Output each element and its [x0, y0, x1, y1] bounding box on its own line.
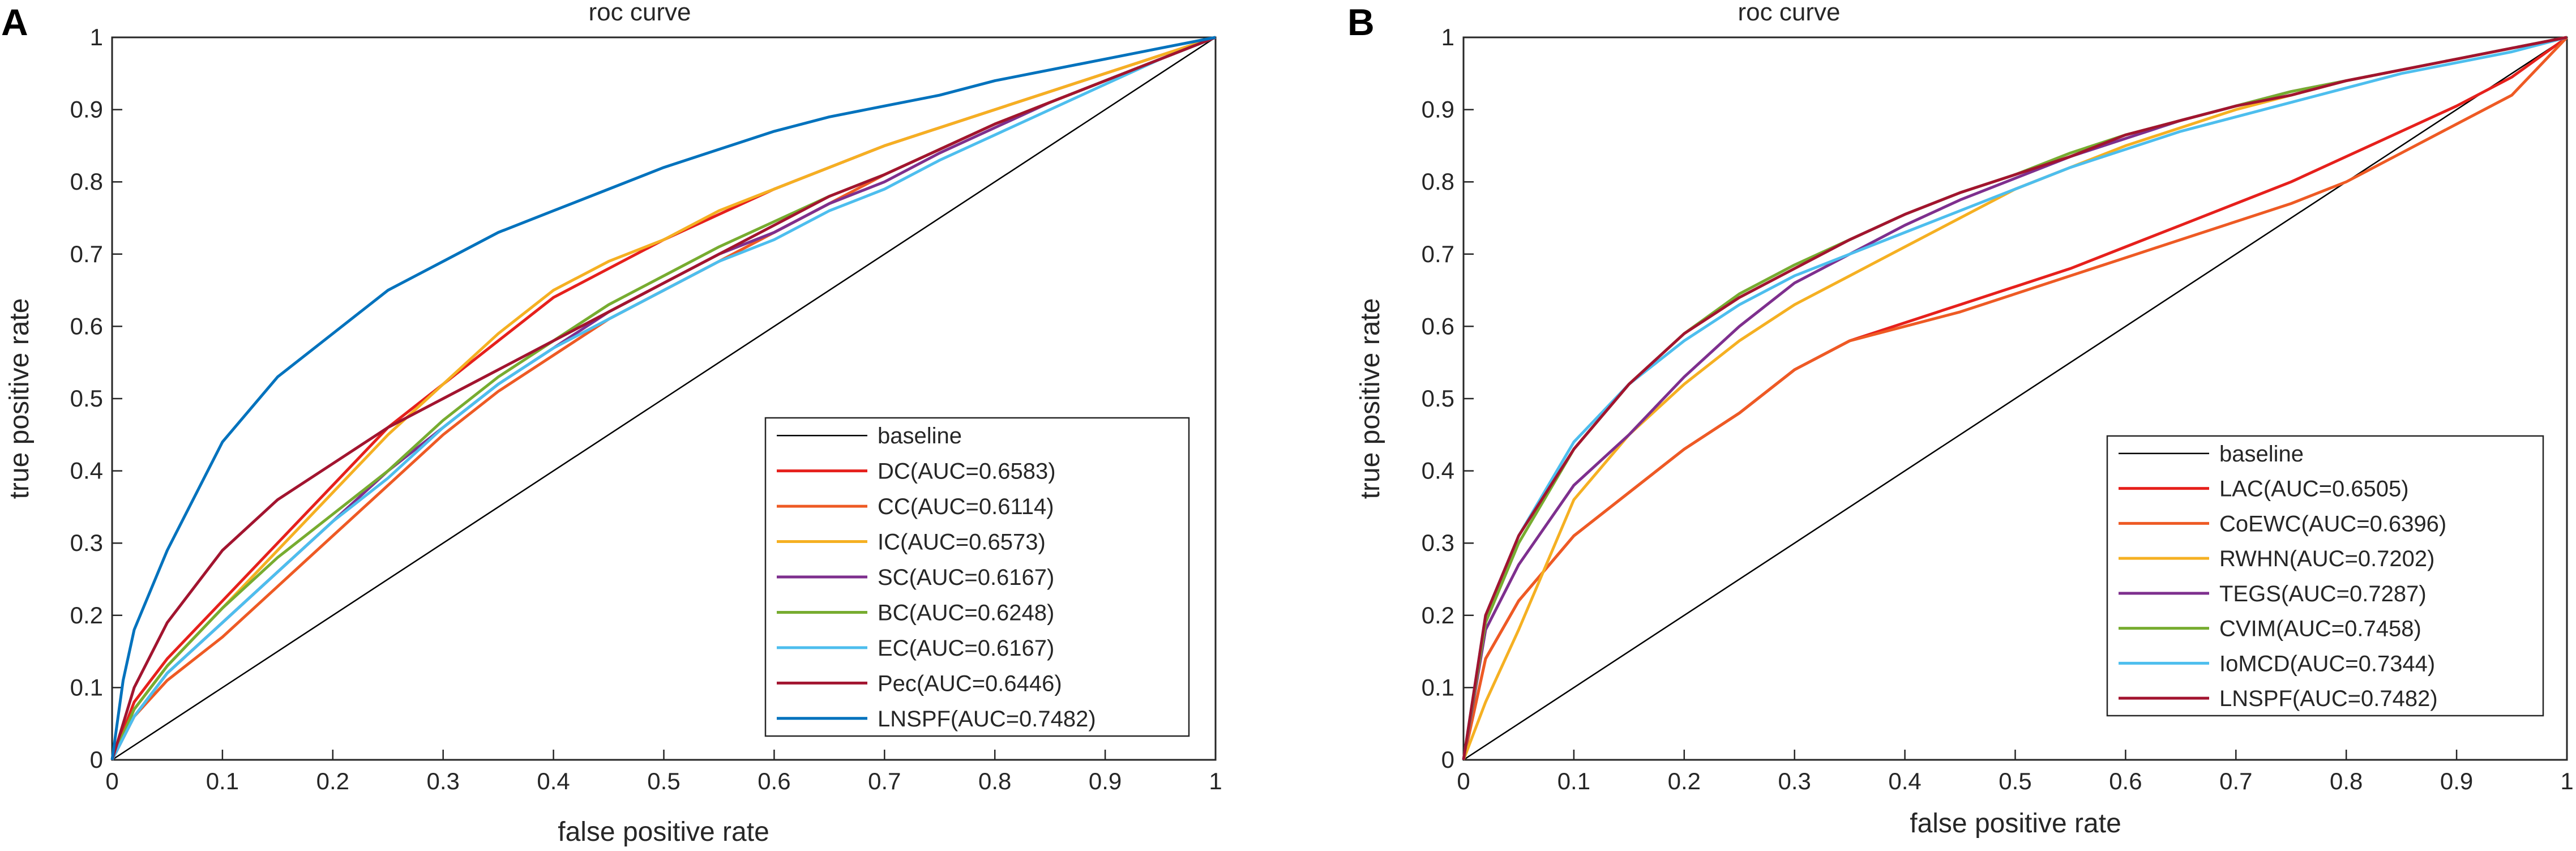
y-tick-label-a: 1 [90, 24, 103, 50]
y-tick-label-b: 0.9 [1422, 96, 1454, 123]
x-tick-label-b: 0.3 [1778, 768, 1811, 794]
y-tick-label-a: 0.7 [70, 241, 103, 267]
x-tick-label-b: 0.6 [2109, 768, 2142, 794]
y-tick-label-b: 0.5 [1422, 385, 1454, 412]
x-tick-label-a: 0.1 [206, 768, 239, 794]
panel-a: A roc curve 0 0.1 0.2 0.3 0.4 0.5 0.6 0.7 0.8 0.9… [1, 0, 1222, 847]
series-line-baseline-a [112, 36, 1216, 761]
chart-title-a: roc curve [589, 0, 691, 26]
y-tick-label-a: 0.2 [70, 602, 103, 628]
x-tick-label-a: 0.5 [647, 768, 680, 794]
y-tick-label-b: 0.3 [1422, 529, 1454, 556]
panel-letter-b: B [1347, 1, 1375, 43]
x-tick-label-a: 1 [1209, 768, 1222, 794]
y-tick-label-a: 0.9 [70, 96, 103, 123]
x-tick-label-a: 0.9 [1089, 768, 1122, 794]
panel-b: B roc curve 0 0.1 0.2 0.3 0.4 0.5 0.6 0.7 0.8 0.9… [1347, 0, 2574, 839]
y-tick-label-b: 0.8 [1422, 168, 1454, 195]
legend-label-baseline-b: baseline [2219, 442, 2304, 467]
y-tick-label-b: 0.2 [1422, 602, 1454, 628]
x-tick-label-b: 0.9 [2440, 768, 2473, 794]
series-line-ec-a [110, 36, 1216, 761]
x-tick-label-b: 1 [2560, 768, 2573, 794]
x-tick-label-b: 0.8 [2330, 768, 2363, 794]
legend-label-tegs-b: TEGS(AUC=0.7287) [2219, 581, 2427, 606]
legend-label-ec-a: EC(AUC=0.6167) [878, 636, 1054, 661]
x-tick-label-b: 0.4 [1888, 768, 1921, 794]
x-tick-label-a: 0.3 [427, 768, 460, 794]
legend-label-rwhn-b: RWHN(AUC=0.7202) [2219, 546, 2435, 571]
legend-label-baseline-a: baseline [878, 424, 962, 448]
series-lines-a [110, 36, 1216, 761]
x-tick-label-a: 0.6 [758, 768, 790, 794]
y-tick-label-b: 0.7 [1422, 241, 1454, 267]
series-line-lnspf-a [110, 36, 1216, 760]
y-tick-label-a: 0.6 [70, 313, 103, 339]
series-line-pec-a [110, 36, 1216, 760]
series-line-coewc-b [1462, 36, 2568, 760]
legend-label-coewc-b: CoEWC(AUC=0.6396) [2219, 511, 2446, 536]
legend-label-dc-a: DC(AUC=0.6583) [878, 459, 1056, 484]
series-line-iomcd-b [1462, 36, 2568, 760]
y-tick-label-b: 0 [1441, 746, 1454, 773]
legend-box-b [2106, 435, 2544, 717]
y-axis-label-b: true positive rate [1355, 298, 1385, 499]
legend-a: baseline DC(AUC=0.6583) CC(AUC=0.6114) IC(A… [764, 417, 1190, 737]
legend-label-bc-a: BC(AUC=0.6248) [878, 600, 1054, 625]
chart-title-b: roc curve [1738, 0, 1841, 26]
x-axis-label-b: false positive rate [1910, 809, 2121, 839]
legend-label-lnspf-b: LNSPF(AUC=0.7482) [2219, 686, 2438, 711]
x-tick-label-b: 0.2 [1668, 768, 1701, 794]
x-axis-label-a: false positive rate [558, 817, 769, 847]
legend-label-cvim-b: CVIM(AUC=0.7458) [2219, 617, 2421, 642]
y-tick-label-a: 0 [90, 746, 103, 773]
y-tick-label-a: 0.3 [70, 529, 103, 556]
series-line-baseline-b [1463, 36, 2568, 761]
x-tick-label-a: 0.4 [537, 768, 570, 794]
y-axis-label-a: true positive rate [5, 298, 35, 499]
legend-label-pec-a: Pec(AUC=0.6446) [878, 671, 1062, 696]
x-tick-label-a: 0 [105, 768, 118, 794]
panel-letter-a: A [1, 1, 28, 43]
y-tick-label-b: 0.6 [1422, 313, 1454, 339]
series-lines-b [1462, 36, 2568, 761]
legend-label-lac-b: LAC(AUC=0.6505) [2219, 477, 2409, 502]
legend-label-lnspf-a: LNSPF(AUC=0.7482) [878, 707, 1096, 732]
legend-b: baseline LAC(AUC=0.6505) CoEWC(AUC=0.6396)… [2106, 435, 2544, 717]
y-tick-label-a: 0.5 [70, 385, 103, 412]
x-tick-label-b: 0.5 [1999, 768, 2031, 794]
y-tick-label-a: 0.4 [70, 457, 103, 484]
x-tick-label-b: 0 [1457, 768, 1470, 794]
y-tick-label-b: 1 [1441, 24, 1454, 50]
x-tick-label-b: 0.1 [1557, 768, 1590, 794]
legend-label-sc-a: SC(AUC=0.6167) [878, 565, 1054, 590]
x-tick-label-b: 0.7 [2219, 768, 2252, 794]
series-line-lnspf-b [1462, 36, 2568, 760]
y-tick-label-b: 0.1 [1422, 674, 1454, 700]
legend-label-cc-a: CC(AUC=0.6114) [878, 494, 1054, 519]
y-tick-label-b: 0.4 [1422, 457, 1454, 484]
y-tick-label-a: 0.8 [70, 168, 103, 195]
legend-label-iomcd-b: IoMCD(AUC=0.7344) [2219, 651, 2435, 676]
x-tick-label-a: 0.8 [978, 768, 1011, 794]
series-line-ic-a [110, 36, 1216, 761]
legend-label-ic-a: IC(AUC=0.6573) [878, 530, 1046, 555]
x-tick-label-a: 0.7 [868, 768, 901, 794]
y-tick-label-a: 0.1 [70, 674, 103, 700]
x-tick-label-a: 0.2 [316, 768, 349, 794]
